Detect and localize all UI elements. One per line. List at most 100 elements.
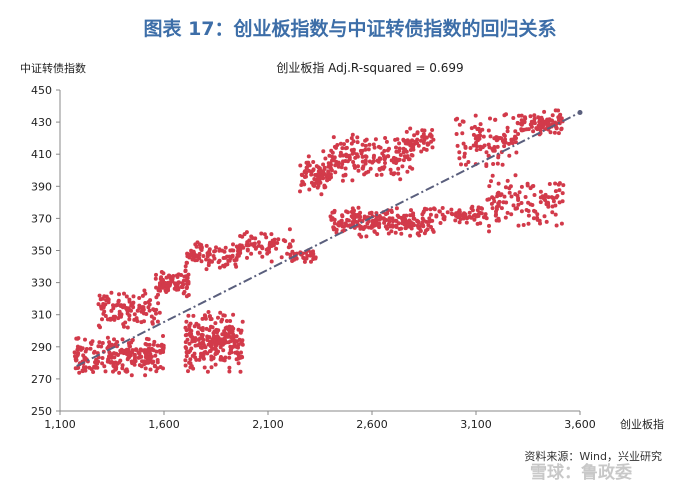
regression-line [76,111,581,367]
data-point [103,369,108,374]
data-point [88,346,93,351]
data-point [307,168,311,173]
data-point [384,224,389,229]
data-point [290,238,295,243]
data-point [397,141,402,146]
data-point [219,355,223,359]
data-point [231,326,236,331]
data-point [516,113,521,118]
data-point [206,310,211,314]
data-point [100,317,104,322]
data-point [101,311,106,316]
data-point [179,273,184,277]
data-point [334,145,338,150]
data-point [552,130,557,135]
data-point [461,212,466,217]
data-point [392,171,397,176]
data-point [269,259,274,264]
data-point [420,216,425,221]
data-point [238,355,243,360]
data-point [557,200,562,205]
figure-title: 图表 17：创业板指数与中证转债指数的回归关系 [143,18,557,40]
data-point [337,223,341,228]
data-point [389,171,394,176]
data-point [525,183,530,188]
data-point [147,351,152,356]
data-point [98,297,103,302]
data-point [131,300,136,305]
data-point [233,339,238,343]
data-point [186,280,191,285]
data-point [511,203,516,208]
data-point [207,249,212,254]
data-point [538,200,543,205]
data-point [194,244,199,249]
data-point [306,163,310,168]
data-point [290,249,295,254]
data-point [249,251,254,256]
data-point [100,361,105,366]
data-point [514,136,518,141]
data-point [377,156,382,161]
data-point [227,355,232,360]
data-point [309,259,313,264]
data-point [125,325,130,330]
data-point [462,151,467,156]
data-point [478,221,483,226]
data-point [387,219,392,224]
data-point [494,212,498,217]
data-point [344,145,349,150]
data-point [474,214,479,219]
data-point [411,211,416,216]
data-point [72,350,77,355]
data-point [544,219,549,224]
data-point [189,252,194,257]
data-point [554,195,559,200]
data-point [194,357,199,362]
y-tick-label: 330 [31,277,52,290]
data-point [204,257,209,262]
data-point [129,359,134,364]
data-point [372,145,377,150]
data-point [488,116,492,121]
data-point [385,211,390,216]
data-point [214,350,219,355]
data-point [120,363,125,368]
data-point [221,357,226,362]
data-point [415,131,420,136]
data-point [419,149,424,154]
data-point [189,332,194,336]
data-point [152,339,157,344]
data-point [234,264,239,269]
data-point [217,258,222,263]
data-point [474,144,479,149]
data-point [553,120,558,125]
data-point [461,216,466,221]
data-point [235,350,240,355]
data-point [285,251,290,256]
data-point [151,307,156,312]
x-tick-label: 1,600 [148,418,180,431]
data-point [490,206,495,211]
data-point [516,202,521,207]
data-point [132,312,137,317]
data-point [472,124,477,129]
data-point [202,365,207,370]
data-point [551,199,556,204]
data-point [181,278,186,283]
data-point [434,214,439,219]
data-point [212,334,216,338]
data-point [394,219,399,223]
data-point [274,246,279,251]
data-point [223,255,228,260]
data-point [143,355,148,360]
data-point [140,305,145,310]
data-point [332,210,337,215]
data-point [351,160,356,164]
data-point [269,244,274,248]
data-point [211,254,216,258]
data-point [328,172,333,177]
data-point [453,218,458,223]
data-point [340,213,345,218]
data-point [355,135,360,140]
